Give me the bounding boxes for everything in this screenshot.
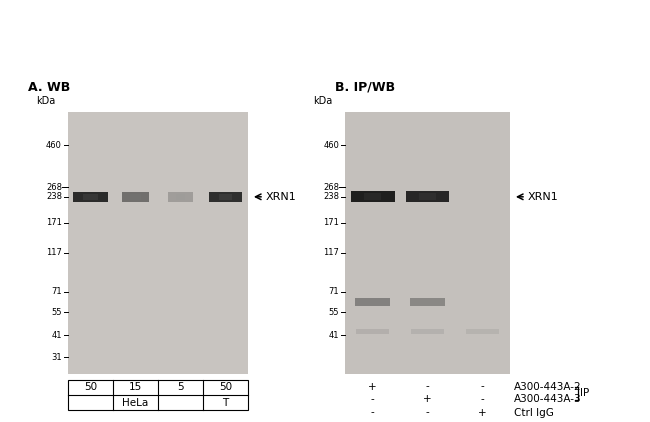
- Text: 238: 238: [46, 192, 62, 201]
- Bar: [176, 194, 185, 200]
- Text: -: -: [426, 408, 430, 417]
- Bar: [410, 298, 445, 306]
- Text: +: +: [478, 408, 487, 417]
- Text: kDa: kDa: [313, 96, 333, 106]
- Bar: [411, 329, 444, 334]
- Text: XRN1: XRN1: [528, 192, 559, 202]
- Text: 55: 55: [328, 308, 339, 316]
- Text: 71: 71: [328, 287, 339, 296]
- Text: 15: 15: [129, 382, 142, 392]
- Text: +: +: [368, 381, 377, 392]
- Text: Ctrl IgG: Ctrl IgG: [514, 408, 554, 417]
- Bar: [73, 192, 108, 202]
- Text: 5: 5: [177, 382, 184, 392]
- Text: 31: 31: [51, 352, 62, 362]
- Text: 41: 41: [51, 330, 62, 340]
- Text: 55: 55: [51, 308, 62, 316]
- Text: -: -: [480, 395, 484, 405]
- Text: -: -: [426, 381, 430, 392]
- Text: 460: 460: [46, 141, 62, 149]
- Text: 268: 268: [46, 183, 62, 192]
- Text: 171: 171: [323, 218, 339, 227]
- Bar: [355, 298, 391, 306]
- Bar: [68, 380, 248, 410]
- Text: 238: 238: [323, 192, 339, 201]
- Bar: [406, 191, 449, 202]
- Text: IP: IP: [580, 388, 590, 398]
- Text: +: +: [423, 395, 432, 405]
- Text: A. WB: A. WB: [28, 81, 70, 94]
- Bar: [219, 194, 232, 200]
- Text: 117: 117: [323, 248, 339, 257]
- Text: -: -: [370, 408, 374, 417]
- Text: 117: 117: [46, 248, 62, 257]
- Text: -: -: [480, 381, 484, 392]
- Text: -: -: [370, 395, 374, 405]
- Bar: [168, 192, 193, 202]
- Text: 41: 41: [328, 330, 339, 340]
- Text: kDa: kDa: [36, 96, 56, 106]
- Text: HeLa: HeLa: [122, 398, 149, 408]
- Text: XRN1: XRN1: [266, 192, 297, 202]
- Text: 171: 171: [46, 218, 62, 227]
- Bar: [122, 192, 149, 202]
- Bar: [419, 193, 436, 200]
- Bar: [466, 329, 499, 334]
- Bar: [356, 329, 389, 334]
- Text: 268: 268: [323, 183, 339, 192]
- Bar: [68, 112, 248, 374]
- Bar: [209, 192, 242, 202]
- Text: A300-443A-2: A300-443A-2: [514, 381, 582, 392]
- Bar: [350, 191, 395, 202]
- Bar: [345, 112, 510, 374]
- Bar: [364, 193, 382, 200]
- Bar: [83, 194, 98, 200]
- Text: 50: 50: [84, 382, 97, 392]
- Text: B. IP/WB: B. IP/WB: [335, 81, 395, 94]
- Text: A300-443A-3: A300-443A-3: [514, 395, 582, 405]
- Text: T: T: [222, 398, 229, 408]
- Text: 50: 50: [219, 382, 232, 392]
- Text: 71: 71: [51, 287, 62, 296]
- Bar: [130, 194, 141, 200]
- Text: 460: 460: [323, 141, 339, 149]
